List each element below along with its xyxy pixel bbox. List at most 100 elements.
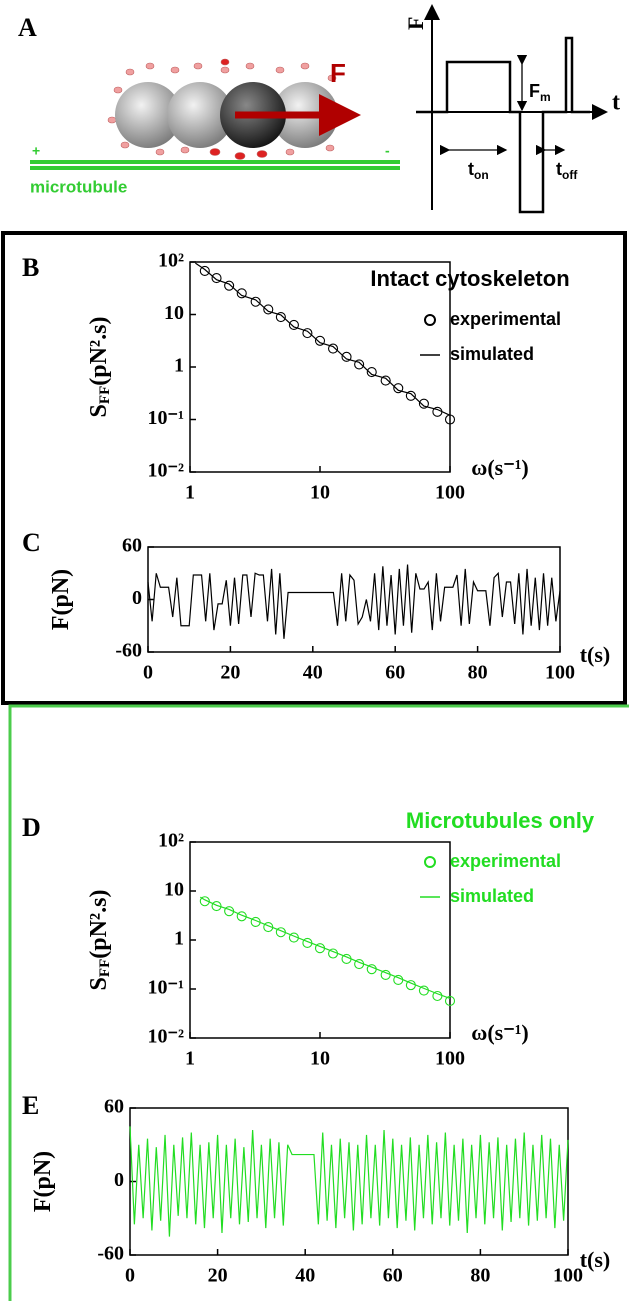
x-tick-label: 60: [385, 662, 405, 684]
legend-title: Microtubules only: [406, 808, 595, 833]
y-tick-label: 1: [174, 355, 184, 377]
data-point: [393, 383, 404, 394]
proteins: [107, 58, 337, 160]
off-sub: off: [562, 168, 578, 182]
x-tick-label: 20: [208, 1265, 228, 1287]
legend-title: Intact cytoskeleton: [370, 266, 569, 291]
off-main: t: [556, 159, 562, 179]
x-tick-label: 100: [435, 482, 465, 504]
legend-label: simulated: [450, 886, 534, 906]
legend-marker: [424, 314, 436, 326]
data-point: [288, 319, 299, 331]
minus-end: -: [385, 143, 390, 159]
data-point: [302, 328, 313, 339]
amplitude-sub: m: [540, 90, 551, 104]
frame-green: [8, 704, 629, 1301]
amplitude-label: Fm: [529, 81, 551, 104]
x-tick-label: 1: [185, 1048, 195, 1070]
data-point: [327, 343, 339, 354]
data-point: [224, 280, 235, 291]
y-tick-label: 10: [164, 302, 184, 324]
panel-label: E: [22, 1091, 39, 1120]
x-tick-label: 20: [220, 662, 240, 684]
data-point: [418, 398, 429, 409]
y-label-main: S: [86, 977, 112, 990]
x-tick-label: 100: [553, 1265, 583, 1287]
legend-label: experimental: [450, 309, 561, 329]
amplitude-main: F: [529, 81, 540, 101]
panel-label: C: [22, 528, 41, 557]
y-tick-label: 60: [122, 535, 142, 557]
x-tick-label: 80: [470, 1265, 490, 1287]
track-label: microtubule: [30, 177, 127, 196]
data-point: [211, 273, 222, 284]
y-tick-label: 10⁻¹: [147, 407, 184, 429]
panel-a: A F + - microtubule F t Fm ton toff: [18, 4, 620, 214]
data-point: [199, 265, 210, 277]
on-label: ton: [468, 159, 489, 182]
legend-label: simulated: [450, 344, 534, 364]
panel-label: A: [18, 13, 37, 42]
y-label-main: S: [86, 404, 112, 417]
on-main: t: [468, 159, 474, 179]
data-point: [275, 312, 286, 323]
x-axis-label: ω(s⁻¹): [471, 1020, 529, 1045]
microtubule-track: [30, 160, 400, 164]
plot-frame: [147, 546, 561, 653]
frame-black: [1, 231, 627, 705]
data-line: [147, 564, 561, 639]
y-tick-label: 10⁻²: [147, 1026, 184, 1048]
x-tick-label: 80: [468, 662, 488, 684]
plot-frame: [129, 1107, 569, 1256]
y-axis-label: SFF(pN².s): [86, 890, 114, 991]
data-point: [250, 296, 261, 307]
y-axis-label: SFF(pN².s): [86, 317, 114, 418]
data-point: [263, 304, 274, 315]
x-tick-label: 100: [435, 1048, 465, 1070]
panel-label: B: [22, 253, 39, 282]
data-point: [366, 367, 377, 378]
x-tick-label: 60: [383, 1265, 403, 1287]
y-tick-label: 10⁻²: [147, 460, 184, 482]
plus-end: +: [32, 143, 40, 159]
data-point: [405, 390, 416, 401]
y-tick-label: 0: [132, 587, 142, 609]
data-line: [195, 262, 451, 416]
y-tick-label: 10: [164, 879, 184, 901]
y-label-main: F(pN): [48, 569, 74, 630]
y-label-rest: (pN².s): [86, 317, 112, 386]
y-tick-label: -60: [97, 1243, 124, 1265]
plot-frame: [189, 261, 451, 473]
data-line: [199, 896, 451, 1000]
y-tick-label: 0: [114, 1169, 124, 1191]
x-axis-label: t(s): [580, 1247, 611, 1272]
x-tick-label: 10: [310, 1048, 330, 1070]
y-axis-label: F(pN): [48, 569, 74, 630]
on-sub: on: [474, 168, 489, 182]
x-tick-label: 0: [143, 662, 153, 684]
data-point: [380, 375, 391, 386]
y-label-rest: (pN².s): [86, 890, 112, 959]
data-point: [236, 911, 247, 922]
x-tick-label: 40: [303, 662, 323, 684]
legend-label: experimental: [450, 851, 561, 871]
data-line: [129, 1126, 569, 1237]
bead: [115, 82, 181, 148]
bead: [167, 82, 233, 148]
x-tick-label: 0: [125, 1265, 135, 1287]
y-label-sub: FF: [97, 959, 113, 977]
data-point: [236, 288, 247, 299]
x-axis-label: t(s): [580, 642, 611, 667]
plot-frame: [189, 841, 451, 1039]
data-point: [199, 896, 210, 907]
force-label: F: [330, 58, 346, 88]
y-axis-label: F(pN): [30, 1151, 56, 1212]
x-tick-label: 40: [295, 1265, 315, 1287]
y-label-sub: FF: [97, 386, 113, 404]
y-tick-label: 10²: [158, 830, 184, 852]
data-point: [341, 351, 352, 362]
legend-marker: [424, 856, 436, 868]
y-tick-label: 10²: [158, 250, 184, 272]
force-protocol: [416, 36, 590, 214]
